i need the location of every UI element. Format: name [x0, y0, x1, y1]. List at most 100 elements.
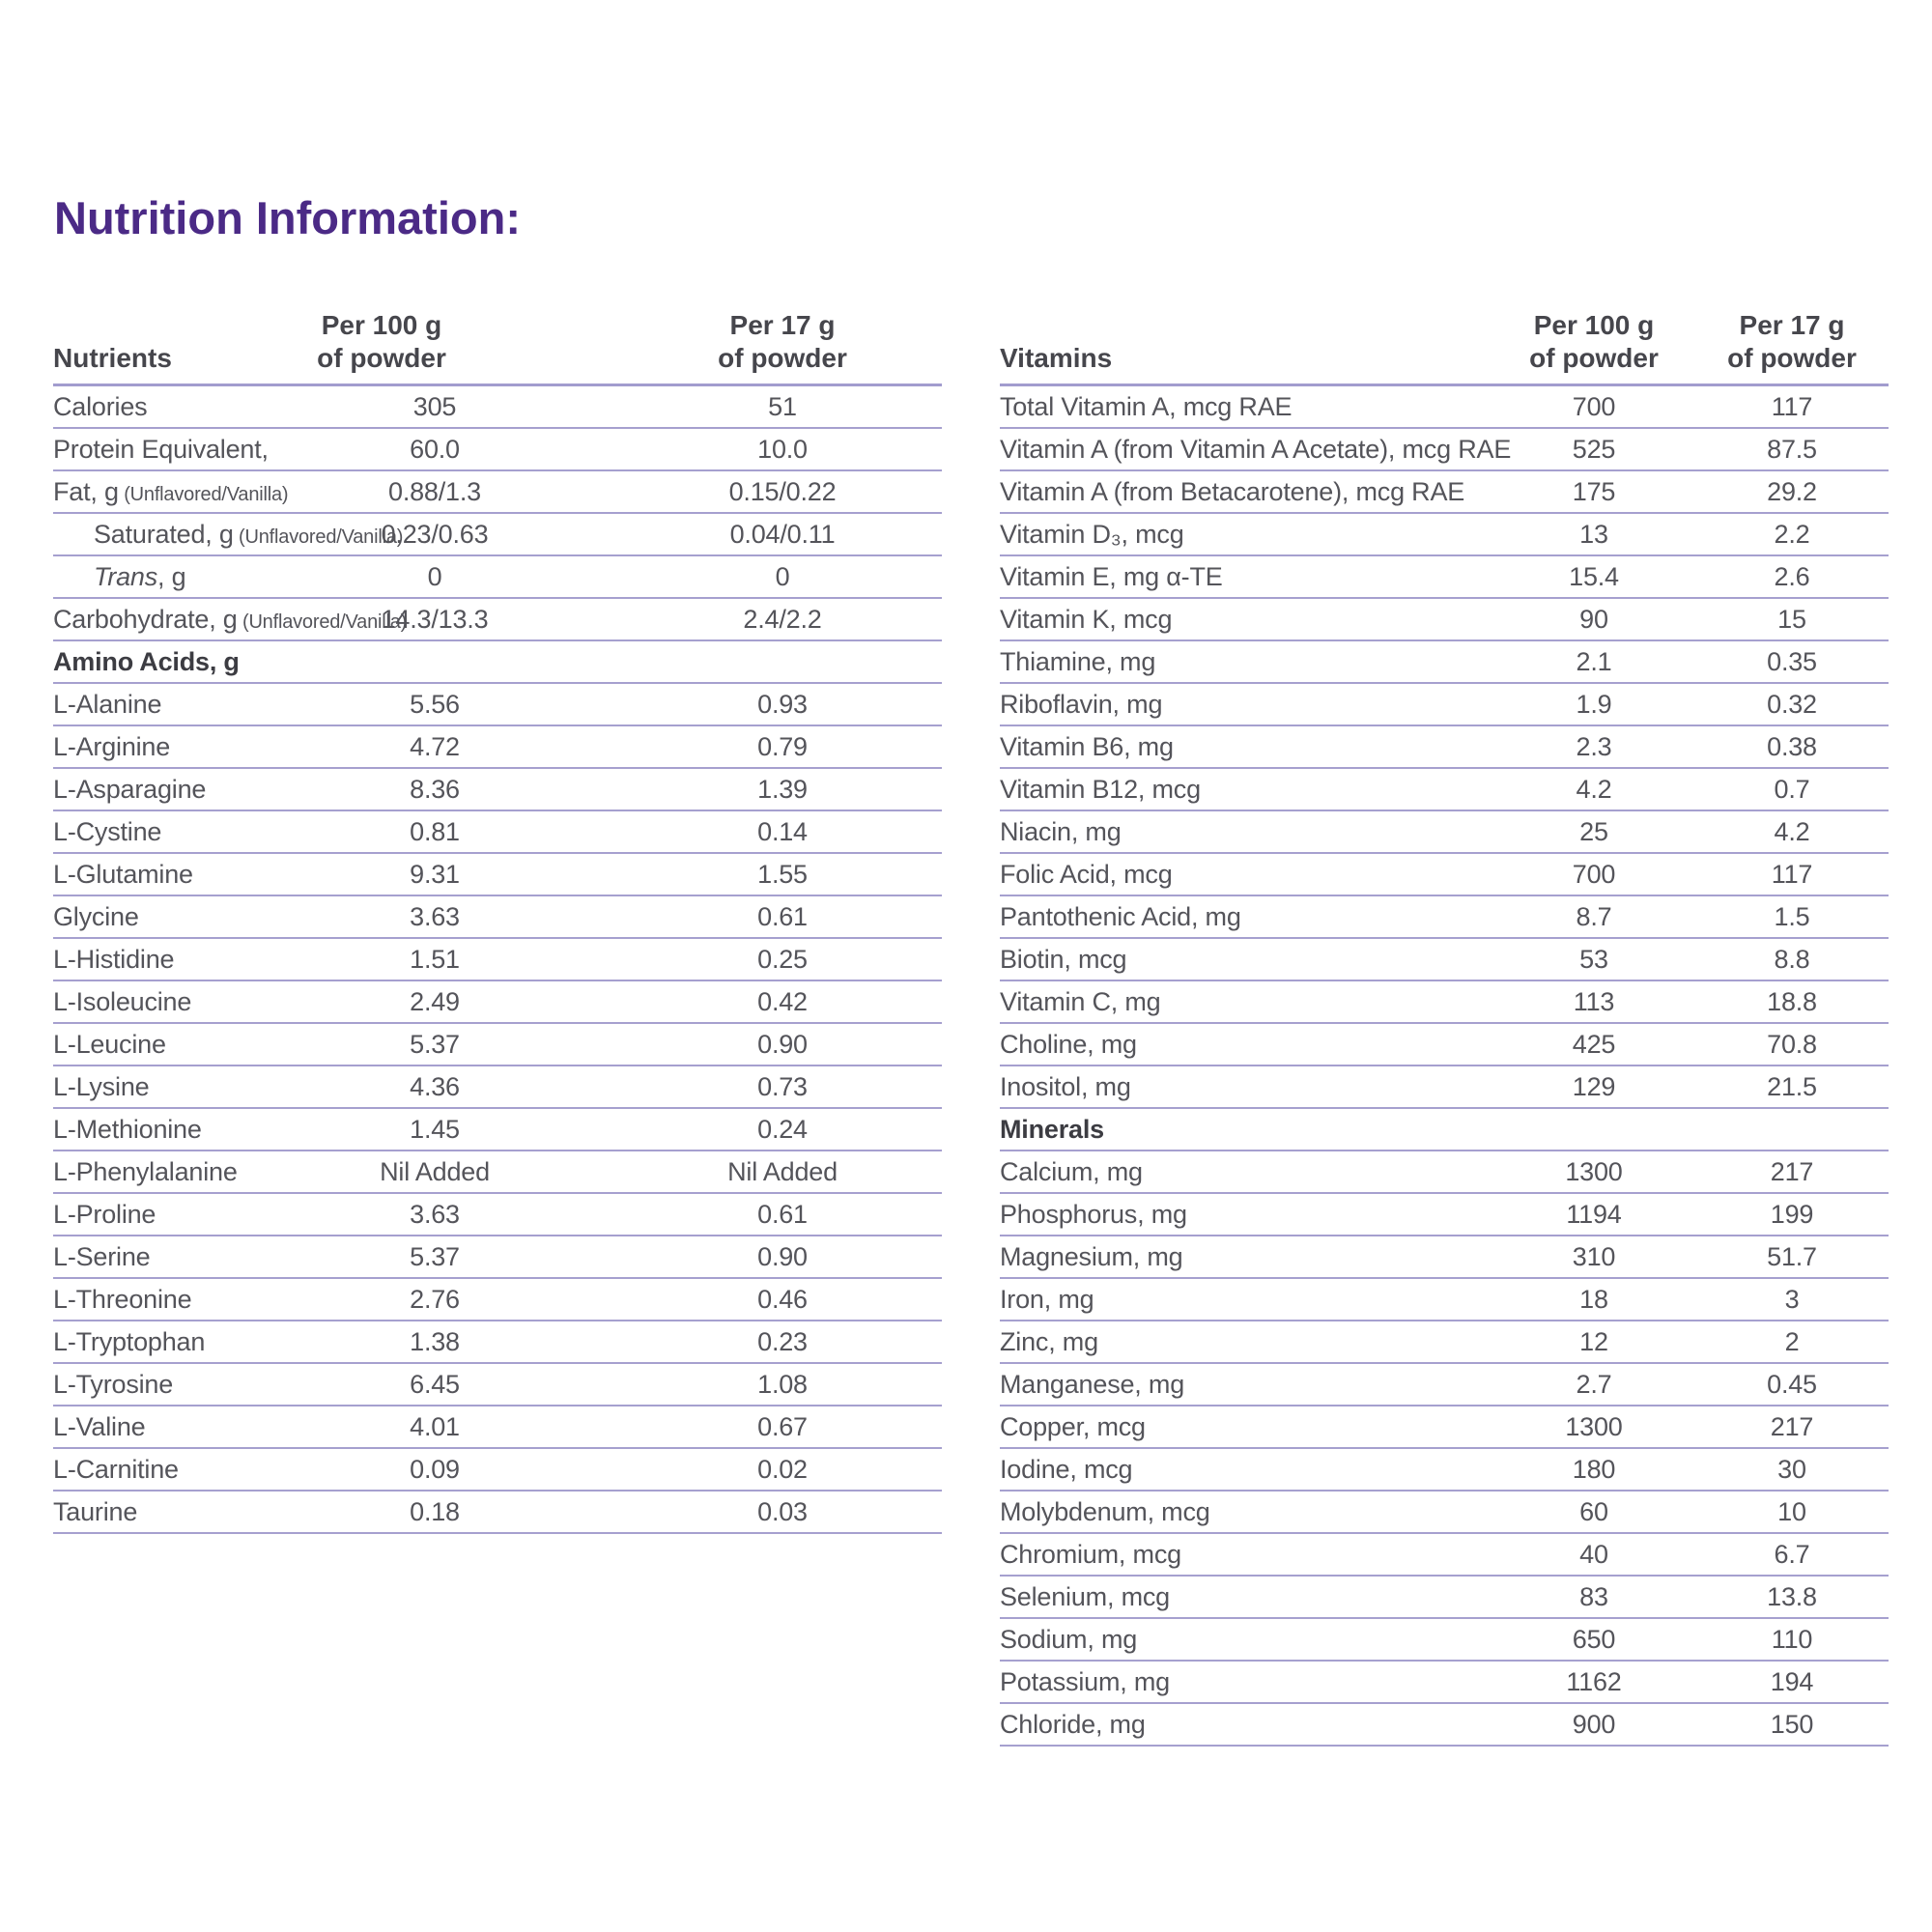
nutrients-table: Nutrients Per 100 g of powder Per 17 g of …	[53, 292, 942, 1534]
value-per100g: 175	[1572, 476, 1616, 506]
table-row: L-Threonine 2.76 0.46	[53, 1279, 942, 1321]
value-per100g: 3.63	[410, 901, 460, 931]
row-label: Minerals	[1000, 1114, 1104, 1144]
table-row: L-Serine 5.37 0.90	[53, 1236, 942, 1279]
value-per100g: 0.88/1.3	[388, 476, 481, 506]
table-row: L-Glutamine 9.31 1.55	[53, 854, 942, 896]
value-per17g: 3	[1784, 1284, 1800, 1314]
value-per17g: 0.32	[1767, 689, 1817, 719]
table-row: Saturated, g (Unflavored/Vanilla) 0.23/0…	[53, 514, 942, 556]
value-per17g: 0.14	[757, 816, 808, 846]
table-row: Vitamin K, mcg 90 15	[1000, 599, 1889, 641]
row-label: Molybdenum, mcg	[1000, 1496, 1210, 1526]
table-row: Protein Equivalent, 60.0 10.0	[53, 429, 942, 471]
table-row: Pantothenic Acid, mg 8.7 1.5	[1000, 896, 1889, 939]
value-per100g: 2.3	[1576, 731, 1612, 761]
value-per17g: 30	[1777, 1454, 1806, 1484]
table-row: Vitamin C, mg 113 18.8	[1000, 981, 1889, 1024]
row-label: Fat, g (Unflavored/Vanilla)	[53, 476, 289, 506]
row-label: Folic Acid, mcg	[1000, 859, 1173, 889]
nutrients-table-body: Calories 305 51 Protein Equivalent, 60.0…	[53, 386, 942, 1534]
row-label: L-Arginine	[53, 731, 171, 761]
table-row: Niacin, mg 25 4.2	[1000, 811, 1889, 854]
value-per17g: 110	[1771, 1624, 1813, 1654]
value-per17g: 0.61	[757, 1199, 808, 1229]
row-label: L-Tyrosine	[53, 1369, 174, 1399]
value-per100g: 15.4	[1569, 561, 1619, 591]
row-label: Vitamin A (from Betacarotene), mcg RAE	[1000, 476, 1465, 506]
row-label: Vitamin D₃, mcg	[1000, 519, 1184, 549]
value-per100g: 8.7	[1576, 901, 1612, 931]
table-row: L-Valine 4.01 0.67	[53, 1406, 942, 1449]
value-per100g: 12	[1579, 1326, 1608, 1356]
value-per17g: 18.8	[1767, 986, 1817, 1016]
value-per17g: 217	[1770, 1411, 1814, 1441]
value-per17g: 2	[1784, 1326, 1800, 1356]
value-per17g: 0.46	[757, 1284, 808, 1314]
value-per17g: 0.23	[757, 1326, 808, 1356]
row-label: Vitamin B12, mcg	[1000, 774, 1201, 804]
value-per17g: 1.5	[1774, 901, 1810, 931]
value-per100g: 1300	[1565, 1156, 1623, 1186]
table-row: Vitamin B12, mcg 4.2 0.7	[1000, 769, 1889, 811]
value-per100g: 1.45	[410, 1114, 460, 1144]
value-per100g: 9.31	[410, 859, 460, 889]
value-per17g: 0.7	[1774, 774, 1810, 804]
row-note: (Unflavored/Vanilla)	[237, 611, 408, 633]
row-label: Inositol, mg	[1000, 1071, 1131, 1101]
value-per100g: 4.36	[410, 1071, 460, 1101]
table-row: Riboflavin, mg 1.9 0.32	[1000, 684, 1889, 726]
value-per100g: 5.37	[410, 1029, 460, 1059]
row-label: Calories	[53, 391, 148, 421]
value-per17g: 199	[1770, 1199, 1814, 1229]
value-per17g: 117	[1771, 859, 1813, 889]
table-row: Biotin, mcg 53 8.8	[1000, 939, 1889, 981]
row-label: L-Cystine	[53, 816, 162, 846]
column-header-per17g: Per 17 g of powder	[1727, 310, 1857, 373]
value-per17g: 1.08	[757, 1369, 808, 1399]
value-per100g: 2.1	[1576, 646, 1612, 676]
table-row: Phosphorus, mg 1194 199	[1000, 1194, 1889, 1236]
value-per17g: 10.0	[757, 434, 808, 464]
value-per100g: 425	[1572, 1029, 1616, 1059]
value-per100g: 129	[1572, 1071, 1616, 1101]
row-label: Glycine	[53, 901, 139, 931]
value-per17g: 150	[1770, 1709, 1814, 1739]
value-per17g: 29.2	[1767, 476, 1817, 506]
value-per100g: 1300	[1565, 1411, 1623, 1441]
row-label: Protein Equivalent,	[53, 434, 269, 464]
table-row: Vitamin D₃, mcg 13 2.2	[1000, 514, 1889, 556]
value-per100g: 0.81	[410, 816, 460, 846]
table-row: Iron, mg 18 3	[1000, 1279, 1889, 1321]
value-per100g: 180	[1572, 1454, 1616, 1484]
row-label: L-Histidine	[53, 944, 175, 974]
row-label: Zinc, mg	[1000, 1326, 1098, 1356]
row-label: L-Threonine	[53, 1284, 192, 1314]
value-per17g: 0.42	[757, 986, 808, 1016]
row-label: L-Valine	[53, 1411, 146, 1441]
value-per17g: 0.61	[757, 901, 808, 931]
table-row: L-Carnitine 0.09 0.02	[53, 1449, 942, 1492]
row-label: L-Phenylalanine	[53, 1156, 238, 1186]
value-per17g: 2.4/2.2	[743, 604, 822, 634]
value-per17g: 70.8	[1767, 1029, 1817, 1059]
row-label: L-Asparagine	[53, 774, 207, 804]
column-header-per100g: Per 100 g of powder	[317, 310, 446, 373]
value-per17g: 6.7	[1774, 1539, 1810, 1569]
row-label: Pantothenic Acid, mg	[1000, 901, 1241, 931]
column-header-per17g: Per 17 g of powder	[718, 310, 847, 373]
value-per17g: 0.35	[1767, 646, 1817, 676]
value-per17g: 0	[775, 561, 790, 591]
value-per100g: 0.18	[410, 1496, 460, 1526]
value-per100g: 1.51	[410, 944, 460, 974]
row-label: L-Isoleucine	[53, 986, 192, 1016]
table-row: Vitamin B6, mg 2.3 0.38	[1000, 726, 1889, 769]
row-label: L-Lysine	[53, 1071, 150, 1101]
row-label: Choline, mg	[1000, 1029, 1137, 1059]
value-per100g: 8.36	[410, 774, 460, 804]
value-per17g: 0.38	[1767, 731, 1817, 761]
row-label: Copper, mcg	[1000, 1411, 1146, 1441]
row-label: Niacin, mg	[1000, 816, 1122, 846]
row-label: Vitamin A (from Vitamin A Acetate), mcg …	[1000, 434, 1512, 464]
table-header-row: Nutrients Per 100 g of powder Per 17 g of …	[53, 292, 942, 386]
